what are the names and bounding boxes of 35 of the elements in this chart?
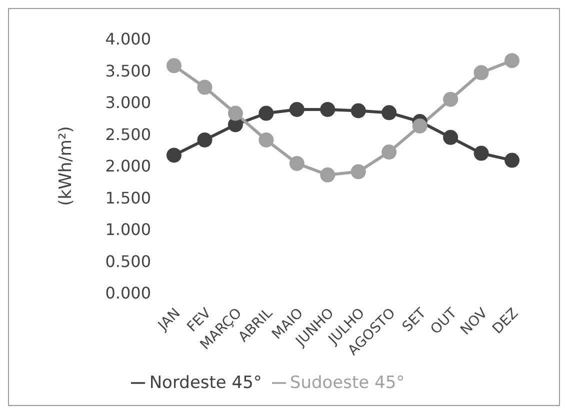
y-tick-label: 2.000: [105, 156, 151, 176]
y-tick-label: 3.500: [105, 61, 151, 80]
point: [197, 80, 212, 95]
point: [382, 144, 397, 160]
point: [228, 106, 243, 121]
point: [289, 156, 304, 171]
point: [412, 118, 428, 134]
point: [320, 167, 336, 182]
y-tick-label: 4.000: [105, 30, 151, 49]
point: [474, 65, 489, 80]
point: [443, 130, 458, 145]
y-tick-label: 0.000: [105, 284, 151, 303]
point: [350, 164, 366, 180]
point: [350, 103, 366, 118]
point: [166, 58, 182, 74]
legend-label: Nordeste 45°: [149, 373, 262, 393]
point: [228, 117, 243, 132]
y-tick-label: 2.500: [105, 124, 151, 144]
y-tick-label: 1.500: [105, 188, 151, 208]
y-tick-label: 1.000: [105, 220, 151, 240]
legend-label: Sudoeste 45°: [290, 373, 405, 393]
y-axis-title: (kWh/m²): [56, 126, 76, 206]
point: [197, 132, 212, 148]
y-tick-label: 0.500: [105, 252, 151, 271]
point: [166, 148, 182, 163]
point: [474, 146, 489, 161]
y-tick-label: 3.000: [105, 93, 151, 112]
point: [443, 92, 458, 107]
point: [504, 152, 520, 168]
point: [382, 105, 397, 120]
point: [320, 102, 336, 117]
point: [504, 53, 520, 68]
point: [258, 132, 274, 148]
point: [258, 106, 274, 121]
point: [289, 102, 304, 117]
